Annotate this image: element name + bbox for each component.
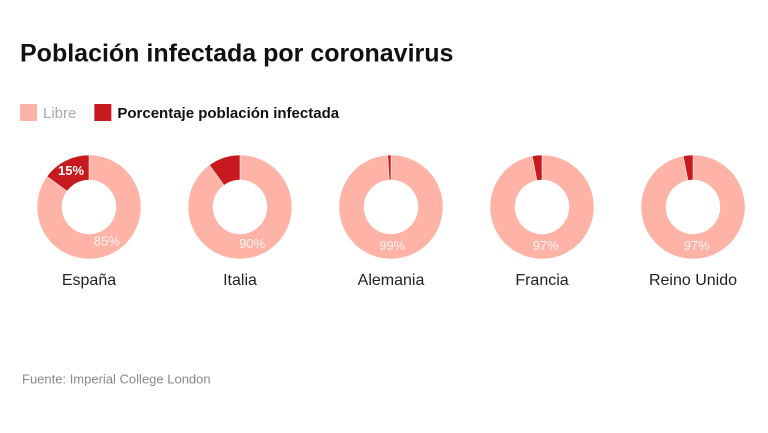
donut-title: Reino Unido [649,272,737,289]
donut-title: Italia [223,272,257,289]
donut-segment [531,154,543,181]
donut-segment [209,154,241,186]
donut-title: Alemania [358,272,425,289]
legend-label: Libre [43,105,76,122]
donut-segment [36,154,142,260]
donut-segment [338,154,444,260]
legend-label: Porcentaje población infectada [117,105,339,122]
source: Fuente: Imperial College London [22,371,211,386]
donut-segment [489,154,595,260]
legend-swatch [94,104,112,121]
legend-swatch [20,104,37,121]
donut-segment [46,154,90,192]
title: Población infectada por coronavirus [20,40,453,68]
donut-segment [387,154,392,181]
value-label: 15% [58,163,84,178]
donut-title: España [62,272,116,289]
donut-segment [187,154,293,260]
donut-segment [640,154,746,260]
value-label: 97% [684,238,710,253]
value-label: 99% [379,238,405,253]
value-label: 97% [533,238,559,253]
value-label: 85% [94,234,120,249]
donut-segment [682,154,694,181]
donut-title: Francia [515,272,568,289]
value-label: 90% [239,236,265,251]
